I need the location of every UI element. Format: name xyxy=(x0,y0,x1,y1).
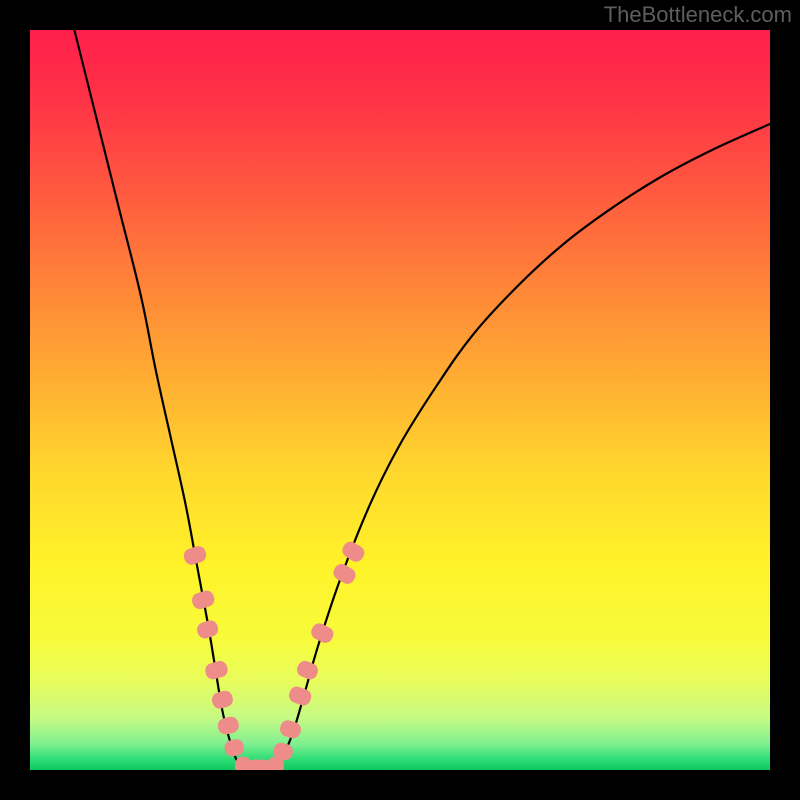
chart-root: TheBottleneck.com xyxy=(0,0,800,800)
plot-background xyxy=(30,30,770,770)
watermark-text: TheBottleneck.com xyxy=(604,2,792,28)
chart-svg xyxy=(0,0,800,800)
